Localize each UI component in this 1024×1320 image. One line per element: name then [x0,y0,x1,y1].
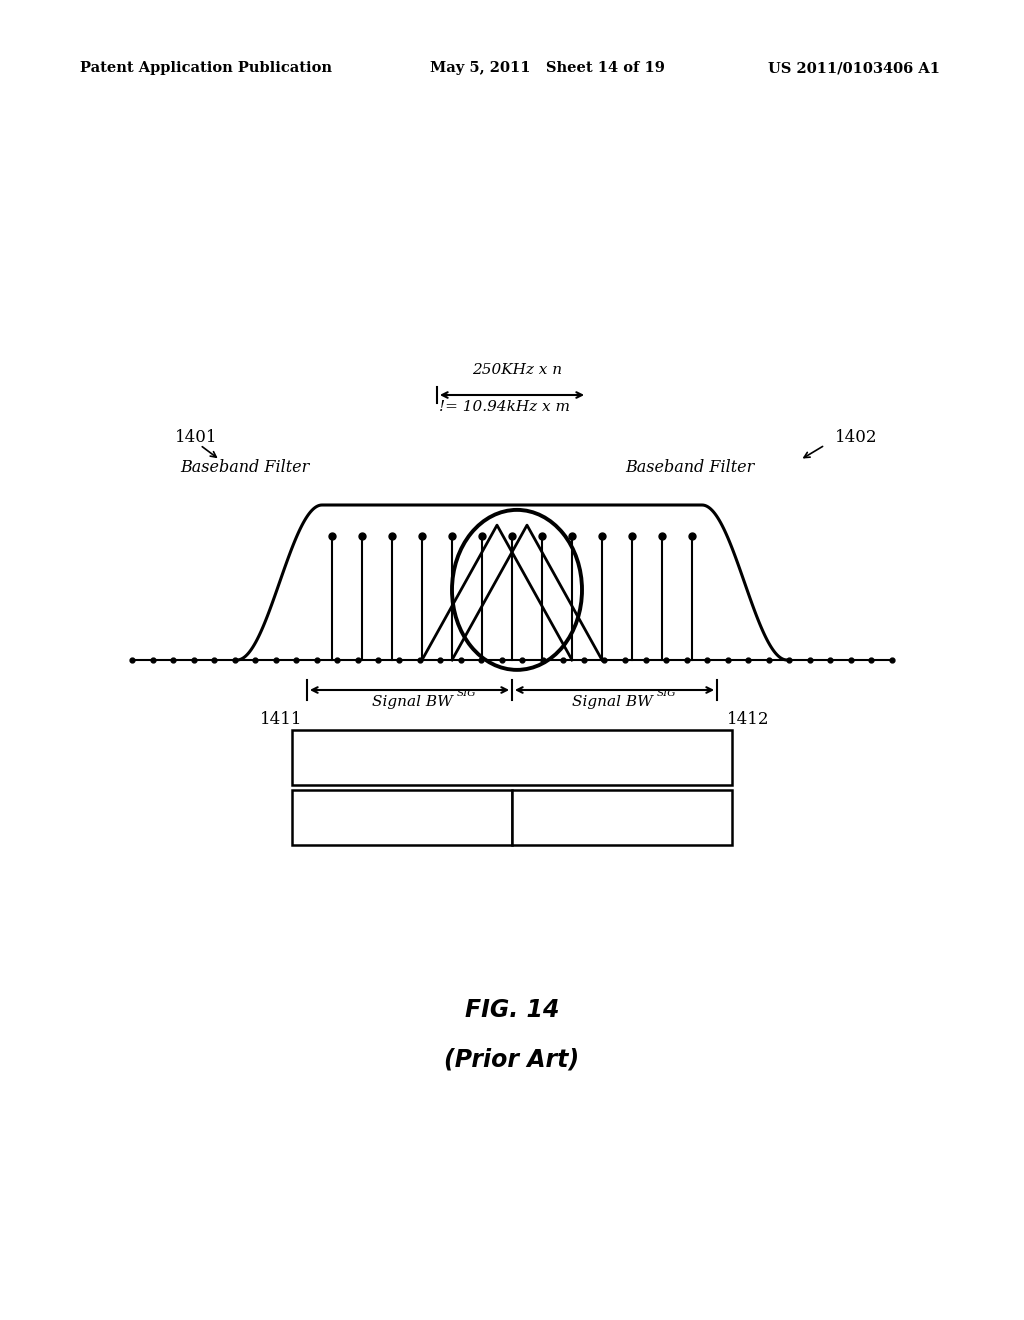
Text: 250KHz x n: 250KHz x n [472,363,562,378]
Text: Patent Application Publication: Patent Application Publication [80,61,332,75]
Text: FIG. 14: FIG. 14 [465,998,559,1022]
Bar [512,789,732,845]
Text: 1412: 1412 [727,711,769,729]
Text: Signal BW: Signal BW [571,696,652,709]
Text: 10MHZ: 10MHZ [368,808,437,826]
Text: Signal BW: Signal BW [372,696,453,709]
Text: Baseband Filter: Baseband Filter [626,459,755,477]
Bar [292,730,732,785]
Text: 1401: 1401 [175,429,217,446]
Text: 20MHZ: 20MHZ [477,748,547,767]
Text: SIG: SIG [457,689,476,698]
Text: SIG: SIG [657,689,677,698]
Text: May 5, 2011   Sheet 14 of 19: May 5, 2011 Sheet 14 of 19 [430,61,665,75]
Text: 1402: 1402 [835,429,878,446]
Text: Baseband Filter: Baseband Filter [180,459,309,477]
Text: != 10.94kHz x m: != 10.94kHz x m [439,400,570,414]
Bar [292,789,512,845]
Text: (Prior Art): (Prior Art) [444,1048,580,1072]
Text: 10MHZ: 10MHZ [587,808,656,826]
Text: US 2011/0103406 A1: US 2011/0103406 A1 [768,61,940,75]
Text: 1411: 1411 [259,711,302,729]
